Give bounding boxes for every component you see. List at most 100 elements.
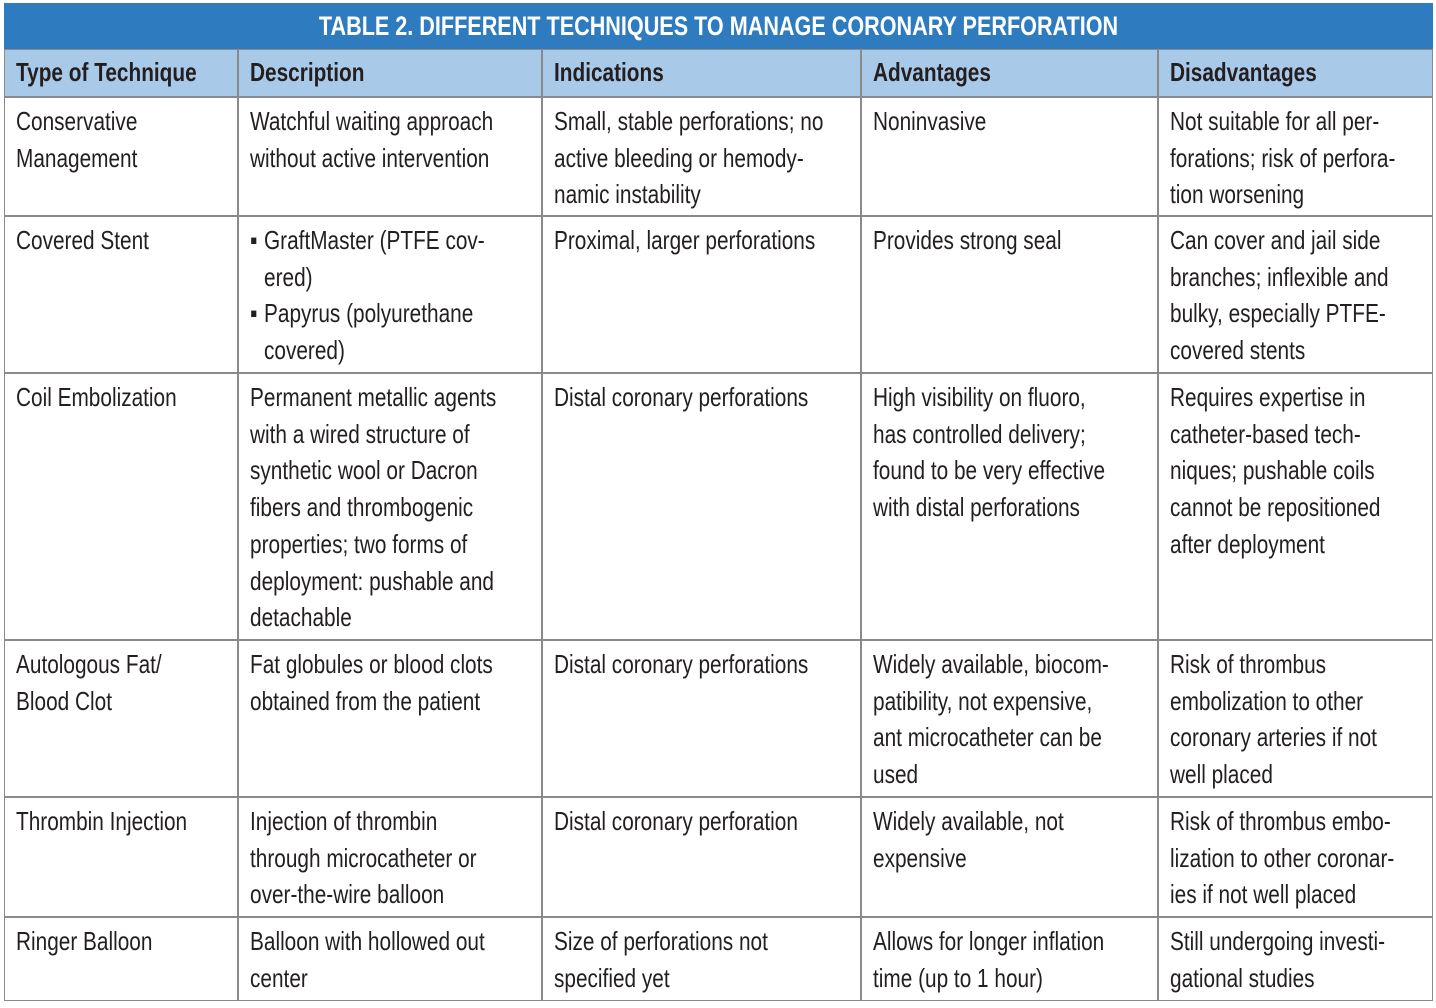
header-cell: Description: [238, 49, 542, 97]
cell-text: Can cover and jail side: [1170, 225, 1381, 255]
cell-text: Autologous Fat/: [16, 649, 162, 679]
cell-text: Coil Embolization: [16, 382, 177, 412]
cell-text: fibers and thrombogenic: [250, 492, 474, 523]
table-cell: Proximal, larger perforations: [542, 216, 861, 373]
cell-text: Balloon with hollowed out: [250, 926, 485, 956]
table-cell: Autologous Fat/Blood Clot: [4, 640, 238, 797]
cell-text: specified yet: [554, 962, 670, 993]
cell-text: High visibility on fluoro,: [873, 382, 1086, 412]
table-cell: Thrombin Injection: [4, 797, 238, 917]
table-cell: Small, stable perforations; no active ble…: [542, 97, 861, 216]
cell-text: Small, stable perforations; no: [554, 106, 824, 136]
table-cell: High visibility on fluoro, has controlled…: [861, 373, 1158, 640]
cell-text: synthetic wool or Dacron: [250, 455, 478, 486]
table-cell: Noninvasive: [861, 97, 1158, 216]
cell-text: embolization to other: [1170, 685, 1364, 716]
cell-text: with distal perforations: [873, 492, 1080, 523]
table-cell: Distal coronary perforation: [542, 797, 861, 917]
cell-text: ant microcatheter can be: [873, 722, 1102, 753]
cell-text: Injection of thrombin: [250, 806, 438, 836]
cell-text: Conservative: [16, 106, 138, 136]
cell-text: Risk of thrombus: [1170, 649, 1327, 679]
cell-text: through microcatheter or: [250, 842, 477, 873]
cell-text: Covered Stent: [16, 225, 149, 255]
cell-text: used: [873, 759, 919, 790]
header-cell: Indications: [542, 49, 861, 97]
table-cell: Injection of thrombin through microcathet…: [238, 797, 542, 917]
cell-text: patibility, not expensive,: [873, 685, 1093, 716]
cell-text: with a wired structure of: [250, 418, 470, 449]
table-cell: Balloon with hollowed out center: [238, 917, 542, 1001]
cell-text: Still undergoing investi-: [1170, 926, 1386, 956]
table-title: TABLE 2. DIFFERENT TECHNIQUES TO MANAGE …: [318, 10, 1119, 41]
table-cell: Distal coronary perforations: [542, 640, 861, 797]
table-cell: Not suitable for all per-forations; risk…: [1158, 97, 1433, 216]
table-cell: Size of perforations not specified yet: [542, 917, 861, 1001]
cell-text: namic instability: [554, 179, 701, 210]
cell-text: center: [250, 962, 308, 993]
cell-text: forations; risk of perfora-: [1170, 142, 1396, 173]
cell-text: Management: [16, 142, 138, 173]
cell-text: covered): [264, 335, 345, 366]
cell-text: Fat globules or blood clots: [250, 649, 493, 679]
table-cell: Conservative Management: [4, 97, 238, 216]
cell-text: without active intervention: [250, 142, 490, 173]
table-title-bar: TABLE 2. DIFFERENT TECHNIQUES TO MANAGE …: [4, 3, 1433, 49]
cell-text: Distal coronary perforation: [554, 806, 798, 836]
header-text: Advantages: [873, 57, 991, 87]
table-cell: Ringer Balloon: [4, 917, 238, 1001]
cell-text: GraftMaster (PTFE cov-: [264, 225, 485, 255]
table-cell: Watchful waiting approach without active …: [238, 97, 542, 216]
cell-text: Risk of thrombus embo-: [1170, 806, 1391, 836]
cell-text: branches; inflexible and: [1170, 261, 1389, 292]
cell-text: Blood Clot: [16, 685, 112, 716]
cell-text: coronary arteries if not: [1170, 722, 1377, 753]
table-cell: Risk of thrombus embo-lization to other …: [1158, 797, 1433, 917]
cell-text: Widely available, biocom-: [873, 649, 1109, 679]
cell-text: time (up to 1 hour): [873, 962, 1043, 993]
table-cell: Requires expertise in catheter-based tech…: [1158, 373, 1433, 640]
cell-text: Widely available, not: [873, 806, 1064, 836]
header-text: Description: [250, 57, 365, 87]
cell-text: detachable: [250, 602, 352, 633]
header-text: Indications: [554, 57, 664, 87]
cell-text: Requires expertise in: [1170, 382, 1366, 412]
cell-text: catheter-based tech-: [1170, 418, 1361, 449]
cell-text: Watchful waiting approach: [250, 106, 494, 136]
cell-text: cannot be repositioned: [1170, 492, 1381, 523]
table-cell: Distal coronary perforations: [542, 373, 861, 640]
table-cell: ▪ GraftMaster (PTFE cov-ered) ▪ Papyrus (po…: [238, 216, 542, 373]
table-cell: Still undergoing investi-gational studie…: [1158, 917, 1433, 1001]
cell-text: expensive: [873, 842, 967, 873]
cell-text: over-the-wire balloon: [250, 879, 445, 910]
table-cell: Provides strong seal: [861, 216, 1158, 373]
cell-text: Not suitable for all per-: [1170, 106, 1380, 136]
table-cell: Fat globules or blood clots obtained from…: [238, 640, 542, 797]
cell-text: Ringer Balloon: [16, 926, 153, 956]
cell-text: covered stents: [1170, 335, 1306, 366]
cell-text: obtained from the patient: [250, 685, 481, 716]
table-cell: Widely available, biocom-patibility, not…: [861, 640, 1158, 797]
cell-text: niques; pushable coils: [1170, 455, 1375, 486]
cell-text: Thrombin Injection: [16, 806, 188, 836]
cell-text: found to be very effective: [873, 455, 1106, 486]
cell-text: bulky, especially PTFE-: [1170, 298, 1386, 329]
header-text: Type of Technique: [16, 57, 197, 87]
cell-text: has controlled delivery;: [873, 418, 1086, 449]
bullet: ▪: [250, 225, 258, 255]
cell-text: well placed: [1170, 759, 1273, 790]
cell-text: Papyrus (polyurethane: [264, 298, 474, 329]
header-cell: Advantages: [861, 49, 1158, 97]
cell-text: active bleeding or hemody-: [554, 142, 804, 173]
cell-text: Distal coronary perforations: [554, 649, 809, 679]
table-cell: Allows for longer inflation time (up to 1…: [861, 917, 1158, 1001]
cell-text: ies if not well placed: [1170, 879, 1357, 910]
cell-text: Noninvasive: [873, 106, 987, 136]
cell-text: properties; two forms of: [250, 528, 468, 559]
cell-text: Permanent metallic agents: [250, 382, 497, 412]
cell-text: Provides strong seal: [873, 225, 1062, 255]
cell-text: Allows for longer inflation: [873, 926, 1105, 956]
cell-text: ered): [264, 261, 313, 292]
cell-text: gational studies: [1170, 962, 1315, 993]
